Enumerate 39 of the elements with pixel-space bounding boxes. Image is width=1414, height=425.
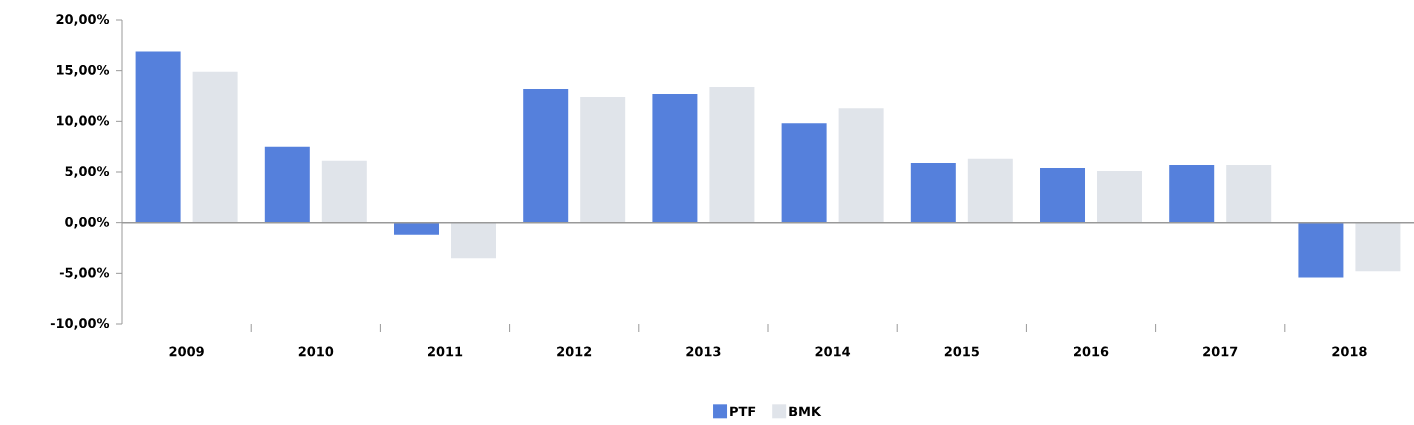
bar	[394, 222, 439, 235]
bar	[264, 146, 310, 223]
bar	[838, 108, 884, 223]
bar	[580, 97, 626, 223]
x-tick-label: 2012	[557, 346, 592, 357]
bar	[1097, 170, 1143, 223]
bar	[1355, 222, 1401, 272]
y-tick-label: 5,00%	[65, 166, 110, 178]
bar	[910, 162, 956, 223]
bar	[709, 86, 755, 223]
x-tick-label: 2015	[944, 346, 979, 357]
y-tick-label: -5,00%	[59, 267, 110, 280]
bar	[135, 51, 181, 223]
legend-label: BMK	[789, 406, 822, 417]
bar	[1298, 222, 1344, 278]
bar	[1226, 164, 1272, 223]
y-tick-label: -10,00%	[50, 318, 110, 330]
bar	[967, 158, 1013, 223]
x-tick-label: 2016	[1074, 346, 1109, 357]
bar	[1040, 167, 1086, 223]
x-tick-label: 2013	[686, 346, 721, 357]
x-tick-label: 2009	[169, 346, 204, 357]
x-tick-label: 2017	[1203, 346, 1238, 357]
bar	[781, 123, 827, 223]
y-tick-label: 10,00%	[57, 115, 110, 128]
legend-label: PTF	[730, 406, 756, 417]
y-tick-label: 20,00%	[56, 14, 110, 26]
bar	[652, 93, 698, 223]
bar	[523, 88, 569, 223]
bar	[321, 160, 367, 223]
x-tick-label: 2014	[815, 346, 851, 357]
x-tick-label: 2011	[428, 346, 463, 357]
y-tick-label: 15,00%	[57, 64, 110, 77]
bar	[192, 71, 238, 223]
bar	[1169, 164, 1215, 223]
x-tick-label: 2018	[1332, 346, 1367, 357]
y-tick-label: 0,00%	[65, 216, 110, 229]
x-tick-label: 2010	[298, 346, 334, 357]
bar	[451, 222, 496, 259]
